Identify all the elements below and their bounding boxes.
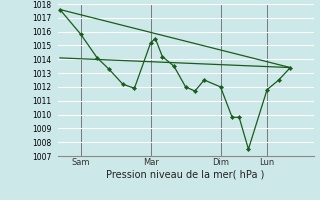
- X-axis label: Pression niveau de la mer( hPa ): Pression niveau de la mer( hPa ): [107, 170, 265, 180]
- Text: Dim: Dim: [212, 158, 229, 167]
- Text: Lun: Lun: [260, 158, 275, 167]
- Text: Sam: Sam: [72, 158, 90, 167]
- Text: Mar: Mar: [143, 158, 159, 167]
